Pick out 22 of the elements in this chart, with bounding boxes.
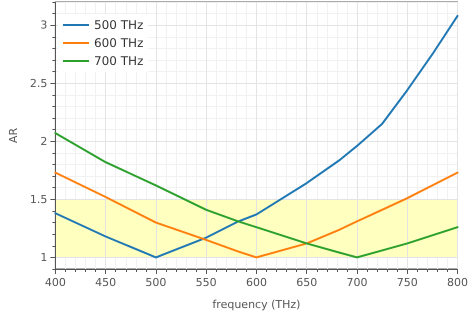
line-series (54, 14, 458, 258)
x-tick-label: 700 (346, 276, 368, 289)
x-tick-label: 450 (95, 276, 116, 289)
y-tick-label: 2 (40, 134, 48, 148)
x-tick-label: 600 (246, 276, 267, 289)
legend-label: 700 THz (94, 54, 144, 68)
x-tick-label: 550 (196, 276, 217, 289)
x-tick-label: 650 (296, 276, 318, 289)
x-tick-label: 750 (396, 276, 418, 289)
x-tick-label: 500 (145, 276, 166, 289)
y-tick-label: 3 (40, 18, 48, 32)
y-tick-label: 1.5 (30, 192, 48, 206)
legend-label: 500 THz (94, 18, 144, 32)
y-axis-title: AR (7, 128, 20, 144)
x-tick-label: 800 (447, 276, 468, 289)
line-series (54, 172, 458, 258)
y-tick-label: 1 (40, 250, 48, 264)
x-tick-label: 400 (44, 276, 66, 289)
legend-label: 600 THz (94, 36, 144, 50)
line-series (54, 132, 458, 258)
x-axis-title: frequency (THz) (212, 298, 300, 311)
y-tick-label: 2.5 (30, 76, 48, 90)
